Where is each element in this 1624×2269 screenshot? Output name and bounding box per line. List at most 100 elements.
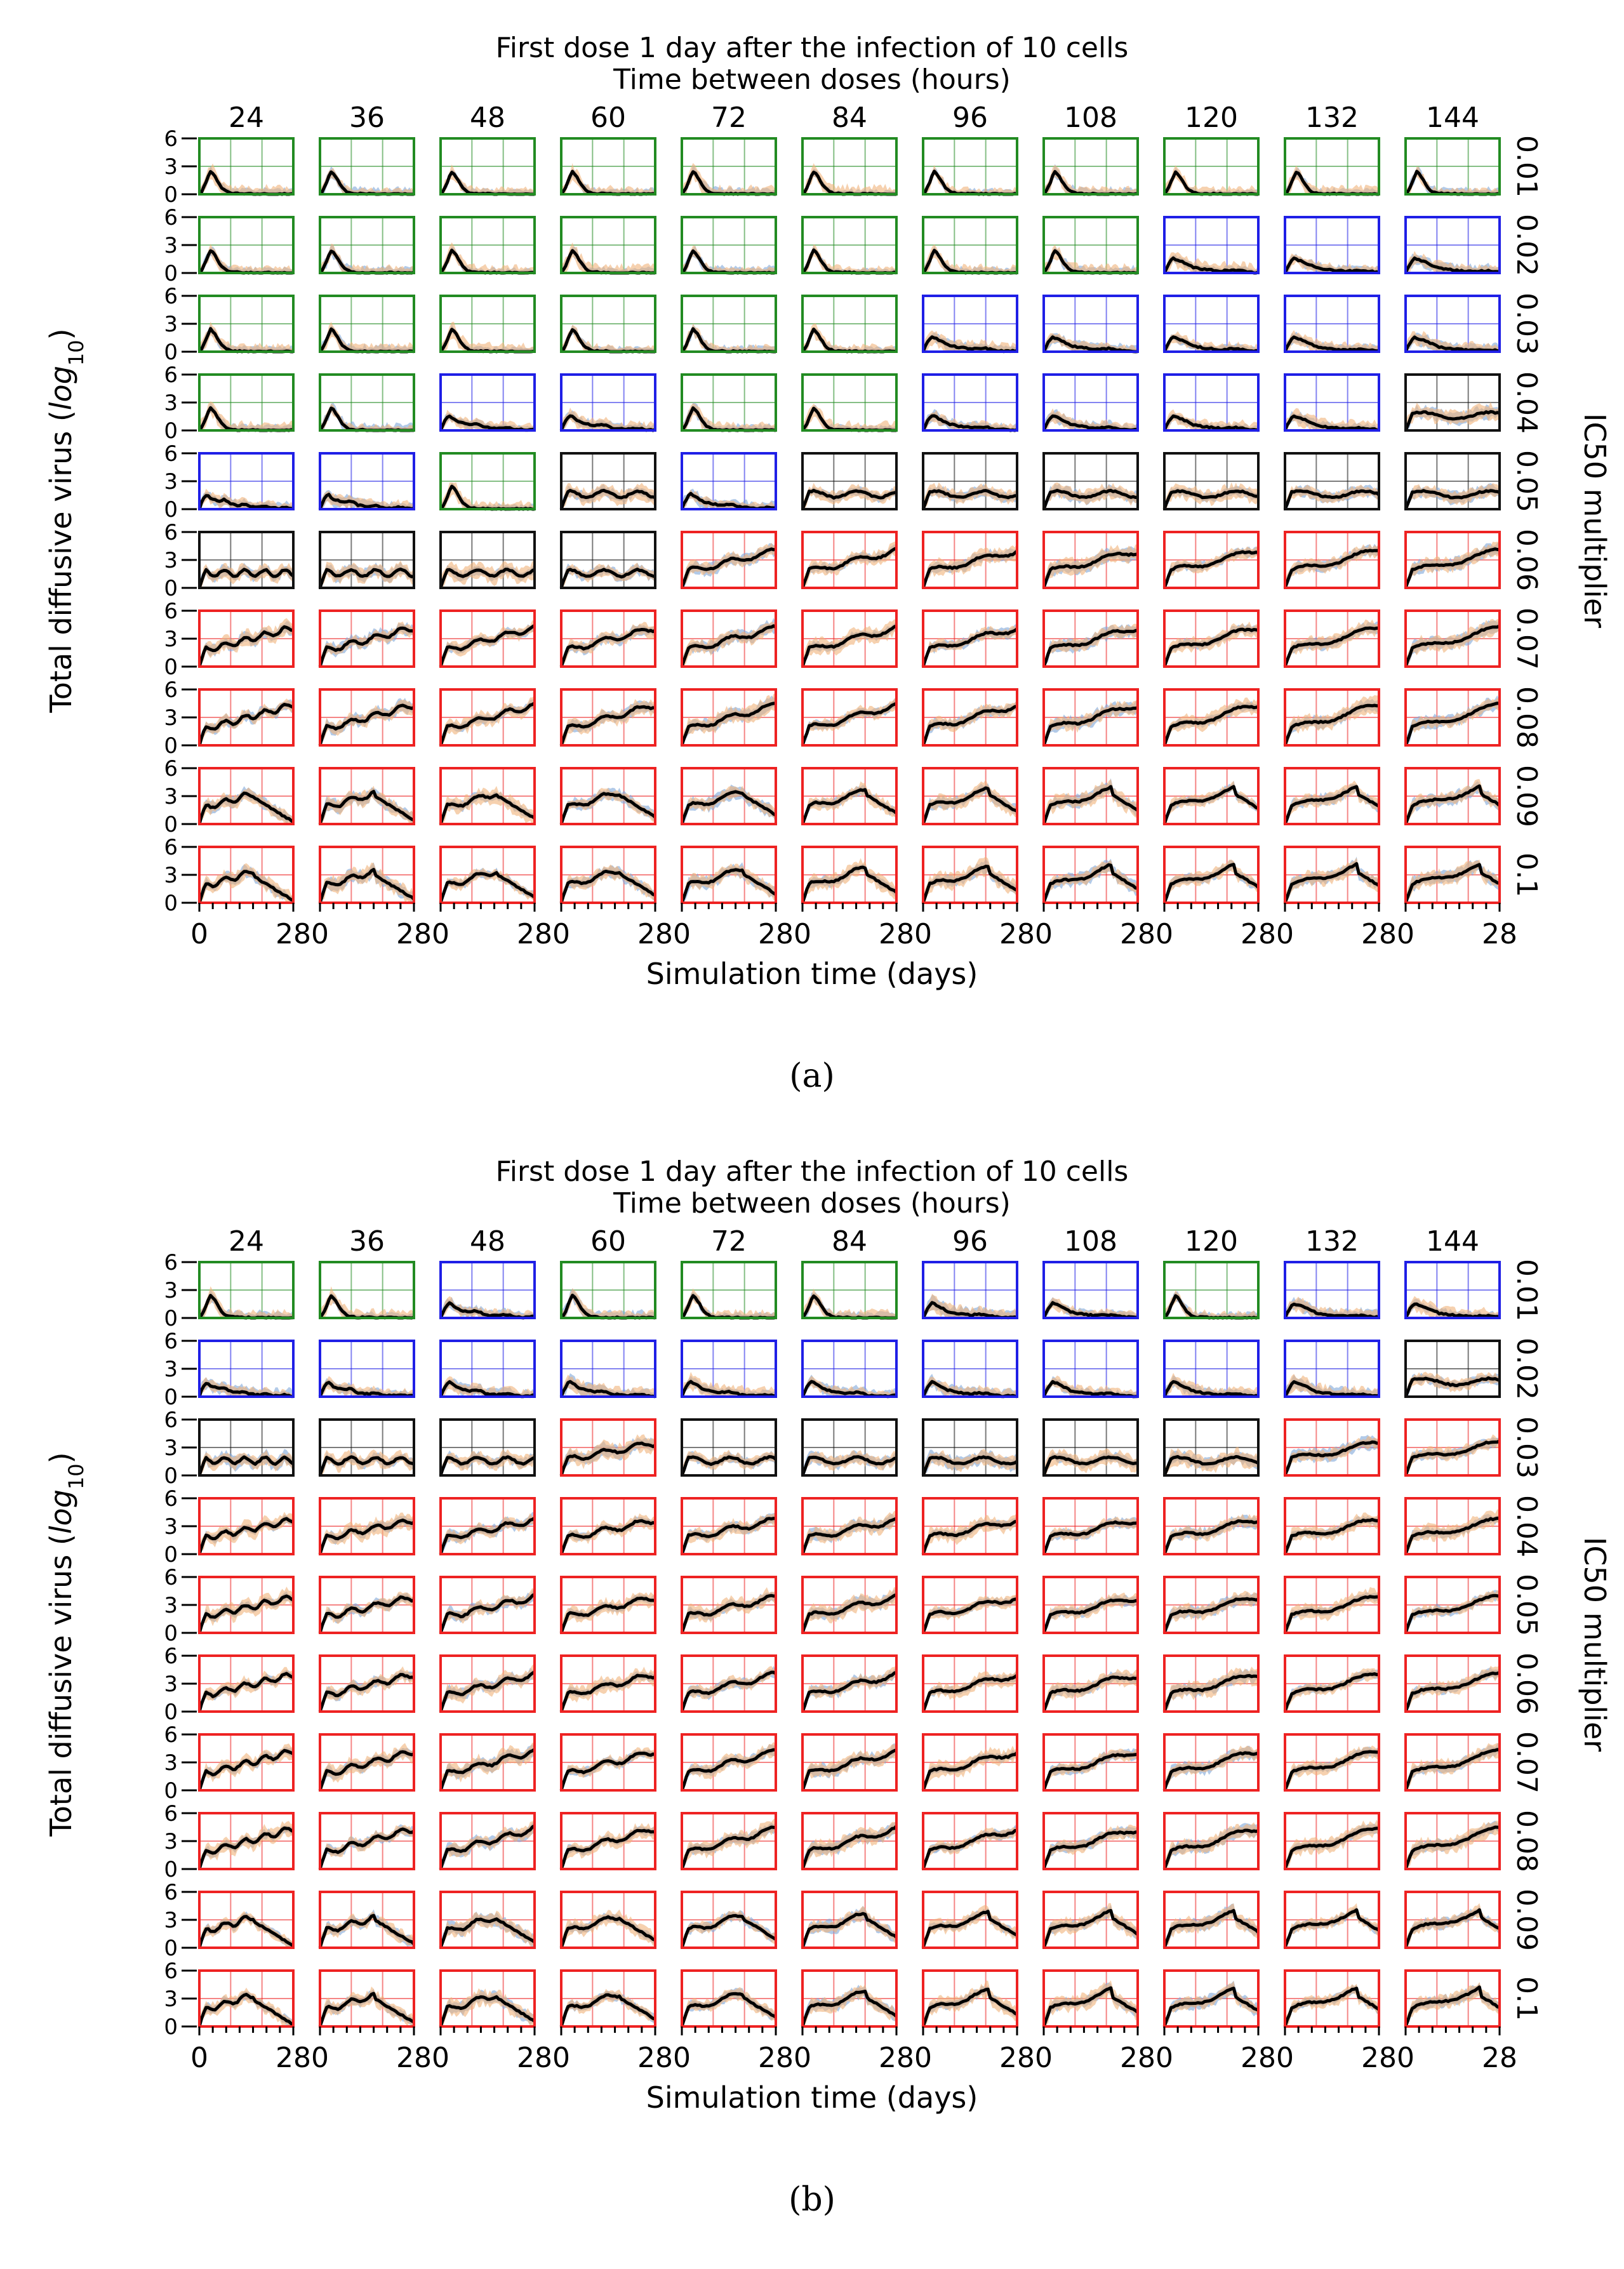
subplot-frame (319, 216, 415, 274)
variance-band (441, 321, 535, 352)
row-label-0.09: 0.09 (1510, 765, 1543, 827)
mean-line (801, 547, 897, 589)
variance-band (561, 163, 655, 194)
variance-band (802, 323, 896, 352)
subplot-frame (560, 609, 656, 668)
subplot-frame (922, 216, 1018, 274)
mean-line (1283, 1827, 1379, 1870)
mean-line (1042, 863, 1138, 903)
y-ticks-row-1: 0 3 6 (164, 205, 197, 286)
variance-band (923, 624, 1017, 667)
subplot-r2-c0 (197, 1418, 295, 1477)
subplot-r3-c4 (680, 1497, 777, 1555)
subplot-frame (1163, 295, 1260, 353)
variance-band (320, 862, 414, 903)
mean-line (1283, 256, 1380, 275)
subplot-frame (1163, 373, 1260, 432)
variance-band (320, 1592, 414, 1633)
subplot-frame (801, 1576, 898, 1634)
mean-line (1162, 256, 1260, 275)
subplot-r6-c5 (801, 1733, 898, 1792)
y-axis-label: Total diffusive virus (log10) (44, 1452, 88, 1837)
mean-line (1283, 862, 1380, 903)
x-tick-label-0: 0 (432, 918, 449, 950)
subplot-r4-c5 (801, 1576, 898, 1634)
y-tick-label: 6 (164, 441, 178, 467)
x-axis-label: Simulation time (days) (646, 957, 978, 991)
subplot-r8-c1 (318, 767, 415, 825)
variance-band (802, 540, 896, 588)
variance-band (1285, 1903, 1379, 1948)
subplot-r6-c0 (197, 609, 295, 668)
y-tick-label: 3 (164, 1278, 178, 1303)
mean-line (1162, 863, 1260, 903)
subplot-frame (198, 1733, 295, 1792)
subplot-frame (922, 1812, 1018, 1870)
subplot-r0-c2 (439, 1261, 536, 1320)
row-label-0.03: 0.03 (1510, 293, 1543, 355)
variance-band (1044, 699, 1138, 745)
subplot-r5-c7 (1042, 531, 1139, 589)
panel-a: First dose 1 day after the infection of … (44, 32, 1612, 1095)
variance-band (320, 491, 414, 509)
mean-line (1283, 549, 1380, 589)
mean-line (680, 1670, 777, 1712)
row-label-0.02: 0.02 (1510, 214, 1543, 276)
subplot-frame (922, 1891, 1018, 1949)
mean-line (1283, 1908, 1380, 1948)
variance-band (199, 787, 293, 824)
variance-band (441, 620, 535, 667)
mean-line (1283, 1517, 1380, 1555)
subplot-r0-c1 (318, 1261, 415, 1320)
subplot-frame (801, 609, 898, 668)
mean-line (680, 1380, 776, 1398)
mean-line (318, 1827, 415, 1870)
variance-band (802, 482, 896, 509)
subplot-frame (198, 846, 295, 904)
subplot-r8-c7 (1042, 767, 1139, 825)
mean-line (1162, 1454, 1260, 1476)
subplot-frame (319, 295, 415, 353)
subplot-frame (801, 1261, 898, 1319)
subplot-frame (801, 767, 898, 825)
mean-line (1162, 1380, 1259, 1398)
subplot-r6-c9 (1283, 609, 1380, 668)
subplot-frame (681, 1969, 777, 2028)
subplot-frame (560, 1261, 656, 1319)
subplot-frame (1284, 531, 1380, 589)
chart-subtitle: Time between doses (hours) (613, 1187, 1011, 1220)
subplot-frame (439, 295, 536, 353)
variance-band (1044, 1375, 1138, 1397)
subplot-r0-c9 (1283, 1261, 1380, 1319)
row-label-0.02: 0.02 (1510, 1338, 1543, 1400)
subplot-r1-c0 (197, 1340, 295, 1399)
mean-line (197, 703, 295, 746)
subplot-r4-c6 (921, 452, 1018, 510)
subplot-r4-c2 (439, 452, 536, 511)
subplot-frame (439, 137, 536, 196)
variance-band (802, 1450, 896, 1475)
subplot-frame (1042, 1812, 1139, 1870)
subplot-frame (1163, 688, 1260, 747)
variance-band (561, 324, 655, 352)
subplot-r0-c5 (801, 137, 898, 196)
subplot-r7-c5 (801, 688, 898, 747)
subplot-frame (1284, 216, 1380, 274)
subplot-r5-c6 (921, 531, 1018, 589)
y-tick-label: 0 (164, 2014, 178, 2040)
mean-line (680, 1992, 777, 2027)
variance-band (682, 403, 776, 430)
subplot-r8-c9 (1283, 767, 1380, 825)
mean-line (1162, 1673, 1259, 1712)
y-tick-label: 6 (164, 1329, 178, 1354)
subplot-frame (801, 531, 898, 589)
row-label-0.01: 0.01 (1510, 1259, 1543, 1321)
row-label-0.08: 0.08 (1510, 1810, 1543, 1872)
variance-band (199, 1587, 293, 1633)
subplot-frame (1284, 1891, 1380, 1949)
mean-line (439, 1748, 536, 1791)
y-tick-label: 3 (164, 627, 178, 652)
subplot-frame (922, 1654, 1018, 1713)
variance-band (682, 863, 776, 903)
mean-line (559, 1673, 656, 1712)
